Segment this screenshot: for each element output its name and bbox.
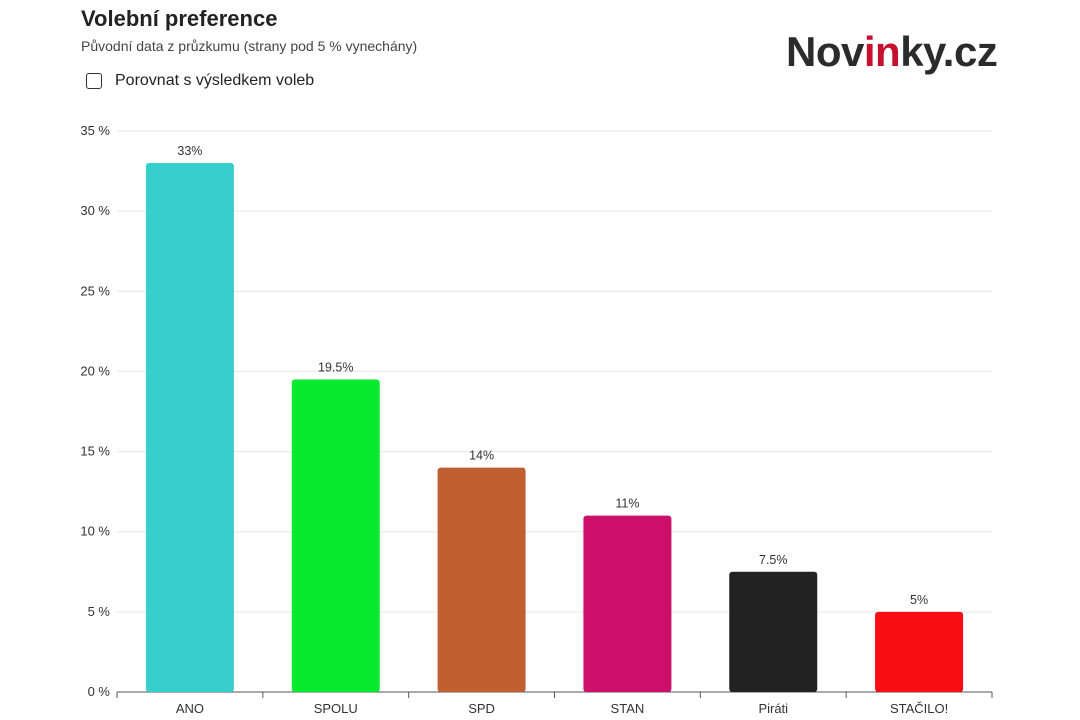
compare-toggle[interactable]: Porovnat s výsledkem voleb: [86, 72, 314, 90]
bar-ano: [145, 163, 234, 693]
compare-label: Porovnat s výsledkem voleb: [115, 72, 315, 89]
data-label: 33%: [177, 144, 202, 158]
y-tick-label: 0 %: [88, 684, 111, 699]
data-label: 19.5%: [318, 360, 353, 374]
category-label: SPOLU: [314, 701, 358, 716]
y-tick-label: 15 %: [80, 444, 110, 459]
data-label: 7.5%: [759, 553, 788, 567]
category-label: SPD: [468, 701, 495, 716]
y-tick-label: 20 %: [80, 363, 110, 378]
bar-spolu: [291, 379, 380, 692]
data-label: 5%: [910, 593, 928, 607]
chart-subtitle: Původní data z průzkumu (strany pod 5 % …: [81, 38, 418, 54]
bar-sta-ilo-: [875, 611, 964, 692]
logo-text-2: ky.cz: [900, 28, 998, 75]
category-label: STAN: [611, 701, 645, 716]
category-label: ANO: [176, 701, 204, 716]
y-tick-label: 30 %: [80, 203, 110, 218]
data-label: 14%: [469, 449, 494, 463]
category-label: Piráti: [758, 701, 788, 716]
logo-text-1: Nov: [786, 28, 864, 75]
logo-text-accent: in: [863, 28, 901, 75]
bar-spd: [437, 467, 526, 692]
chart-title: Volební preference: [81, 6, 278, 31]
bar-pir-ti: [729, 571, 818, 692]
y-tick-label: 5 %: [88, 604, 111, 619]
y-tick-label: 35 %: [80, 123, 110, 138]
data-label: 11%: [615, 497, 639, 511]
y-tick-label: 25 %: [80, 283, 110, 298]
novinky-logo: Novinky.cz: [786, 28, 998, 76]
category-label: STAČILO!: [890, 701, 948, 716]
bar-stan: [583, 515, 672, 692]
compare-checkbox[interactable]: [86, 73, 102, 89]
y-tick-label: 10 %: [80, 524, 110, 539]
